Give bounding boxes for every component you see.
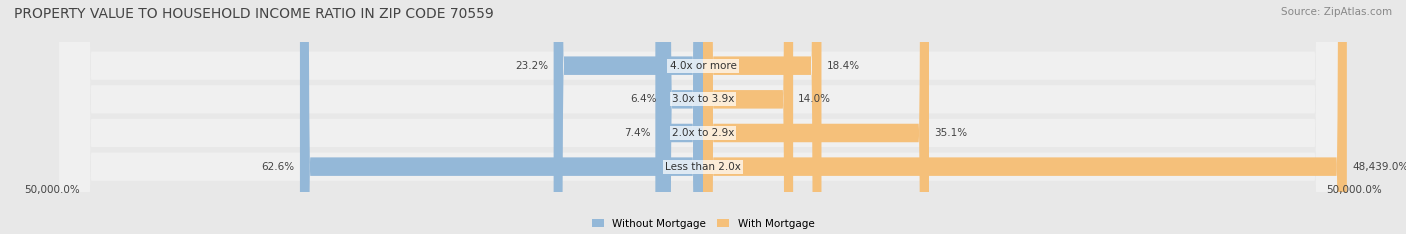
FancyBboxPatch shape [59,0,1347,234]
Text: 6.4%: 6.4% [630,94,657,104]
Text: 62.6%: 62.6% [262,162,295,172]
Text: 48,439.0%: 48,439.0% [1353,162,1406,172]
FancyBboxPatch shape [703,0,821,234]
Legend: Without Mortgage, With Mortgage: Without Mortgage, With Mortgage [592,219,814,229]
Text: 14.0%: 14.0% [799,94,831,104]
Text: 18.4%: 18.4% [827,61,859,71]
Text: 35.1%: 35.1% [934,128,967,138]
FancyBboxPatch shape [59,0,1347,234]
Text: 50,000.0%: 50,000.0% [24,185,80,195]
Text: 3.0x to 3.9x: 3.0x to 3.9x [672,94,734,104]
Text: 50,000.0%: 50,000.0% [1326,185,1382,195]
Text: Less than 2.0x: Less than 2.0x [665,162,741,172]
Text: 23.2%: 23.2% [516,61,548,71]
FancyBboxPatch shape [59,0,1347,234]
Text: 7.4%: 7.4% [624,128,650,138]
FancyBboxPatch shape [554,0,703,234]
FancyBboxPatch shape [655,0,703,234]
FancyBboxPatch shape [662,0,703,234]
FancyBboxPatch shape [703,0,1347,234]
Text: 2.0x to 2.9x: 2.0x to 2.9x [672,128,734,138]
FancyBboxPatch shape [703,0,929,234]
Text: 4.0x or more: 4.0x or more [669,61,737,71]
FancyBboxPatch shape [59,0,1347,234]
Text: Source: ZipAtlas.com: Source: ZipAtlas.com [1281,7,1392,17]
FancyBboxPatch shape [299,0,703,234]
FancyBboxPatch shape [703,0,793,234]
Text: PROPERTY VALUE TO HOUSEHOLD INCOME RATIO IN ZIP CODE 70559: PROPERTY VALUE TO HOUSEHOLD INCOME RATIO… [14,7,494,21]
